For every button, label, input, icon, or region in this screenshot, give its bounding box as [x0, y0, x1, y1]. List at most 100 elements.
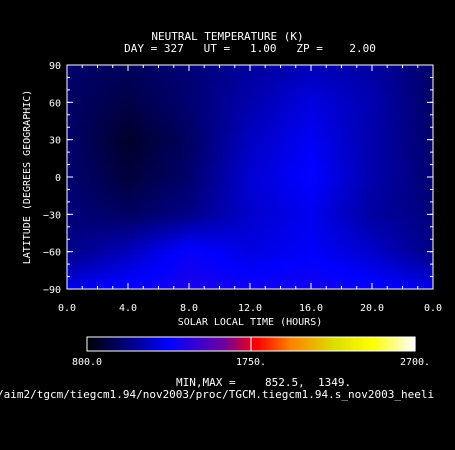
field-cell: [403, 234, 410, 240]
field-cell: [223, 69, 230, 76]
field-cell: [283, 239, 290, 245]
field-cell: [343, 214, 350, 220]
field-cell: [391, 119, 398, 126]
field-cell: [151, 74, 158, 81]
field-cell: [67, 194, 74, 200]
colorbar-segment: [343, 337, 346, 351]
field-cell: [373, 259, 380, 265]
field-cell: [91, 194, 98, 200]
field-cell: [415, 184, 422, 191]
field-cell: [319, 244, 326, 250]
field-cell: [115, 139, 122, 146]
field-cell: [91, 284, 98, 290]
field-cell: [103, 129, 110, 136]
field-cell: [349, 189, 356, 196]
field-cell: [319, 154, 326, 161]
field-cell: [421, 144, 428, 151]
colorbar-segment: [231, 337, 234, 351]
field-cell: [265, 199, 272, 205]
field-cell: [403, 214, 410, 220]
field-cell: [127, 259, 134, 265]
field-cell: [283, 79, 290, 86]
field-cell: [85, 139, 92, 146]
field-cell: [367, 139, 374, 146]
field-cell: [217, 184, 224, 191]
field-cell: [415, 174, 422, 181]
field-cell: [67, 139, 74, 146]
field-cell: [73, 159, 80, 166]
field-cell: [223, 99, 230, 106]
field-cell: [235, 69, 242, 76]
field-cell: [67, 144, 74, 151]
field-cell: [205, 119, 212, 126]
field-cell: [223, 144, 230, 151]
field-cell: [115, 209, 122, 215]
field-cell: [205, 144, 212, 151]
field-cell: [121, 229, 128, 235]
field-cell: [211, 184, 218, 191]
field-cell: [175, 119, 182, 126]
field-cell: [427, 184, 434, 191]
field-cell: [283, 89, 290, 96]
field-cell: [133, 174, 140, 181]
field-cell: [97, 99, 104, 106]
field-cell: [181, 279, 188, 285]
field-cell: [223, 284, 230, 290]
field-cell: [283, 109, 290, 116]
field-cell: [91, 234, 98, 240]
field-cell: [169, 239, 176, 245]
field-cell: [385, 139, 392, 146]
field-cell: [355, 104, 362, 111]
field-cell: [235, 154, 242, 161]
field-cell: [211, 89, 218, 96]
field-cell: [127, 279, 134, 285]
field-cell: [403, 189, 410, 196]
field-cell: [133, 84, 140, 91]
field-cell: [91, 279, 98, 285]
field-cell: [295, 204, 302, 210]
field-cell: [139, 119, 146, 126]
field-cell: [265, 144, 272, 151]
field-cell: [367, 249, 374, 255]
field-cell: [283, 264, 290, 270]
field-cell: [259, 214, 266, 220]
field-cell: [379, 65, 386, 71]
field-cell: [157, 189, 164, 196]
field-cell: [109, 69, 116, 76]
field-cell: [235, 259, 242, 265]
field-cell: [379, 94, 386, 101]
field-cell: [421, 134, 428, 141]
field-cell: [103, 284, 110, 290]
field-cell: [229, 65, 236, 71]
minmax-label: MIN,MAX =: [176, 376, 236, 389]
field-cell: [127, 94, 134, 101]
field-cell: [241, 259, 248, 265]
colorbar-segment: [309, 337, 312, 351]
field-cell: [427, 65, 434, 71]
field-cell: [265, 204, 272, 210]
field-cell: [91, 124, 98, 131]
field-cell: [361, 274, 368, 280]
field-cell: [175, 94, 182, 101]
field-cell: [157, 139, 164, 146]
field-cell: [103, 224, 110, 230]
field-cell: [211, 199, 218, 205]
field-cell: [175, 69, 182, 76]
field-cell: [91, 139, 98, 146]
field-cell: [181, 264, 188, 270]
field-cell: [247, 249, 254, 255]
field-cell: [199, 74, 206, 81]
field-cell: [337, 254, 344, 260]
field-cell: [343, 139, 350, 146]
field-cell: [103, 189, 110, 196]
field-cell: [409, 234, 416, 240]
field-cell: [223, 239, 230, 245]
field-cell: [277, 244, 284, 250]
field-cell: [73, 179, 80, 186]
field-cell: [331, 144, 338, 151]
field-cell: [205, 214, 212, 220]
colorbar-segment: [383, 337, 386, 351]
field-cell: [343, 254, 350, 260]
colorbar-segment: [201, 337, 204, 351]
field-cell: [193, 124, 200, 131]
